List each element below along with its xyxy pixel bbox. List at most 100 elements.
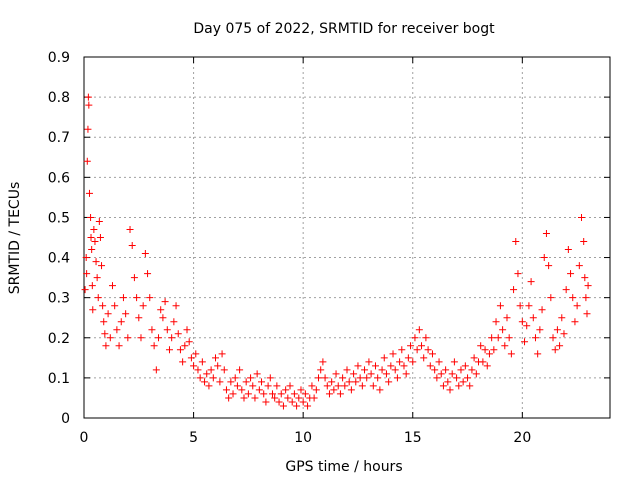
x-axis-label: GPS time / hours — [285, 459, 402, 475]
data-point-171 — [424, 346, 432, 354]
data-point-17 — [94, 294, 102, 302]
data-point-60 — [181, 342, 189, 350]
data-point-64 — [190, 362, 198, 370]
data-point-176 — [435, 358, 443, 366]
data-point-74 — [212, 354, 219, 362]
data-point-76 — [216, 378, 224, 386]
x-tick-label-3: 15 — [404, 430, 422, 446]
data-point-84 — [233, 382, 241, 390]
data-point-220 — [531, 334, 539, 342]
data-point-123 — [319, 358, 327, 366]
data-point-156 — [391, 366, 399, 374]
data-point-180 — [444, 378, 452, 386]
data-point-221 — [534, 350, 542, 358]
data-point-53 — [165, 346, 173, 354]
data-point-191 — [468, 366, 476, 374]
data-point-141 — [358, 382, 366, 390]
data-point-143 — [363, 374, 371, 382]
data-point-63 — [187, 354, 195, 362]
data-point-211 — [512, 238, 520, 246]
data-point-41 — [139, 302, 147, 310]
data-point-61 — [183, 326, 191, 334]
data-point-97 — [262, 398, 270, 406]
data-point-3 — [83, 157, 91, 165]
data-point-155 — [389, 350, 397, 358]
data-point-197 — [481, 346, 489, 354]
data-point-107 — [284, 394, 292, 402]
data-point-26 — [106, 334, 114, 342]
data-point-212 — [514, 270, 522, 278]
data-point-112 — [295, 394, 303, 402]
data-point-142 — [361, 366, 369, 374]
data-point-9 — [87, 234, 95, 241]
data-point-136 — [347, 386, 355, 394]
data-point-96 — [260, 390, 268, 398]
data-point-162 — [404, 354, 412, 362]
data-point-215 — [521, 338, 529, 346]
data-point-127 — [328, 378, 336, 386]
data-point-134 — [343, 366, 351, 374]
data-point-21 — [99, 302, 107, 310]
data-point-34 — [124, 334, 132, 342]
data-point-193 — [472, 370, 480, 378]
data-point-195 — [477, 342, 485, 350]
data-point-19 — [96, 234, 104, 241]
data-point-137 — [350, 370, 358, 378]
y-tick-label-3: 0.3 — [48, 291, 70, 307]
data-point-158 — [396, 358, 404, 366]
data-point-241 — [578, 213, 586, 221]
y-tick-label-1: 0.1 — [48, 371, 70, 387]
data-point-1 — [82, 254, 90, 262]
data-point-2 — [83, 270, 91, 278]
data-point-226 — [545, 262, 553, 270]
data-point-31 — [117, 318, 125, 326]
data-point-101 — [271, 394, 279, 402]
data-point-145 — [367, 370, 375, 378]
data-point-48 — [155, 334, 163, 342]
data-point-204 — [496, 302, 504, 310]
data-point-210 — [510, 286, 518, 294]
data-point-231 — [556, 342, 564, 350]
data-point-35 — [126, 225, 134, 233]
data-point-144 — [365, 358, 373, 366]
data-point-174 — [431, 366, 439, 374]
data-point-72 — [207, 366, 215, 374]
data-point-120 — [312, 386, 320, 394]
data-point-189 — [464, 374, 472, 382]
data-point-82 — [229, 390, 237, 398]
data-point-244 — [582, 294, 590, 302]
data-point-73 — [209, 374, 217, 382]
data-point-160 — [400, 362, 408, 370]
data-point-131 — [336, 390, 344, 398]
data-point-36 — [128, 242, 136, 250]
data-point-62 — [185, 338, 193, 346]
data-point-146 — [369, 382, 377, 390]
data-point-245 — [583, 310, 591, 318]
data-point-86 — [238, 386, 246, 394]
data-point-110 — [290, 390, 298, 398]
data-point-20 — [98, 262, 106, 270]
data-point-198 — [483, 362, 491, 370]
data-point-161 — [402, 370, 410, 378]
data-point-230 — [553, 326, 561, 334]
data-point-166 — [413, 346, 421, 354]
data-point-93 — [253, 370, 261, 378]
data-point-75 — [214, 362, 222, 370]
plot-border — [83, 56, 611, 419]
data-point-70 — [203, 370, 211, 378]
data-point-118 — [308, 382, 316, 390]
data-point-108 — [286, 382, 294, 390]
y-axis-label: SRMTID / TECUs — [7, 182, 23, 295]
data-point-222 — [536, 326, 544, 334]
data-point-99 — [266, 374, 274, 382]
data-point-29 — [113, 326, 121, 334]
data-point-23 — [101, 330, 109, 338]
data-point-223 — [538, 306, 546, 314]
data-point-181 — [446, 386, 454, 394]
data-point-229 — [551, 346, 559, 354]
data-point-224 — [540, 254, 548, 262]
data-point-109 — [288, 398, 296, 406]
data-point-65 — [192, 350, 200, 358]
data-point-243 — [581, 274, 589, 282]
data-point-151 — [380, 354, 388, 362]
